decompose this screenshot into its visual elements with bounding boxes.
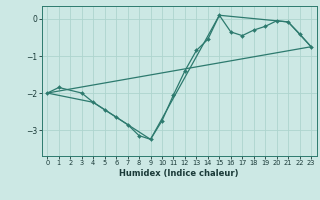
X-axis label: Humidex (Indice chaleur): Humidex (Indice chaleur): [119, 169, 239, 178]
